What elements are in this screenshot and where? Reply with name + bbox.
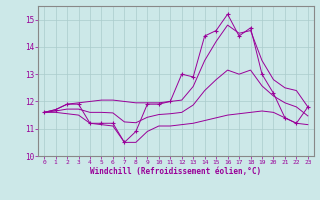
X-axis label: Windchill (Refroidissement éolien,°C): Windchill (Refroidissement éolien,°C): [91, 167, 261, 176]
